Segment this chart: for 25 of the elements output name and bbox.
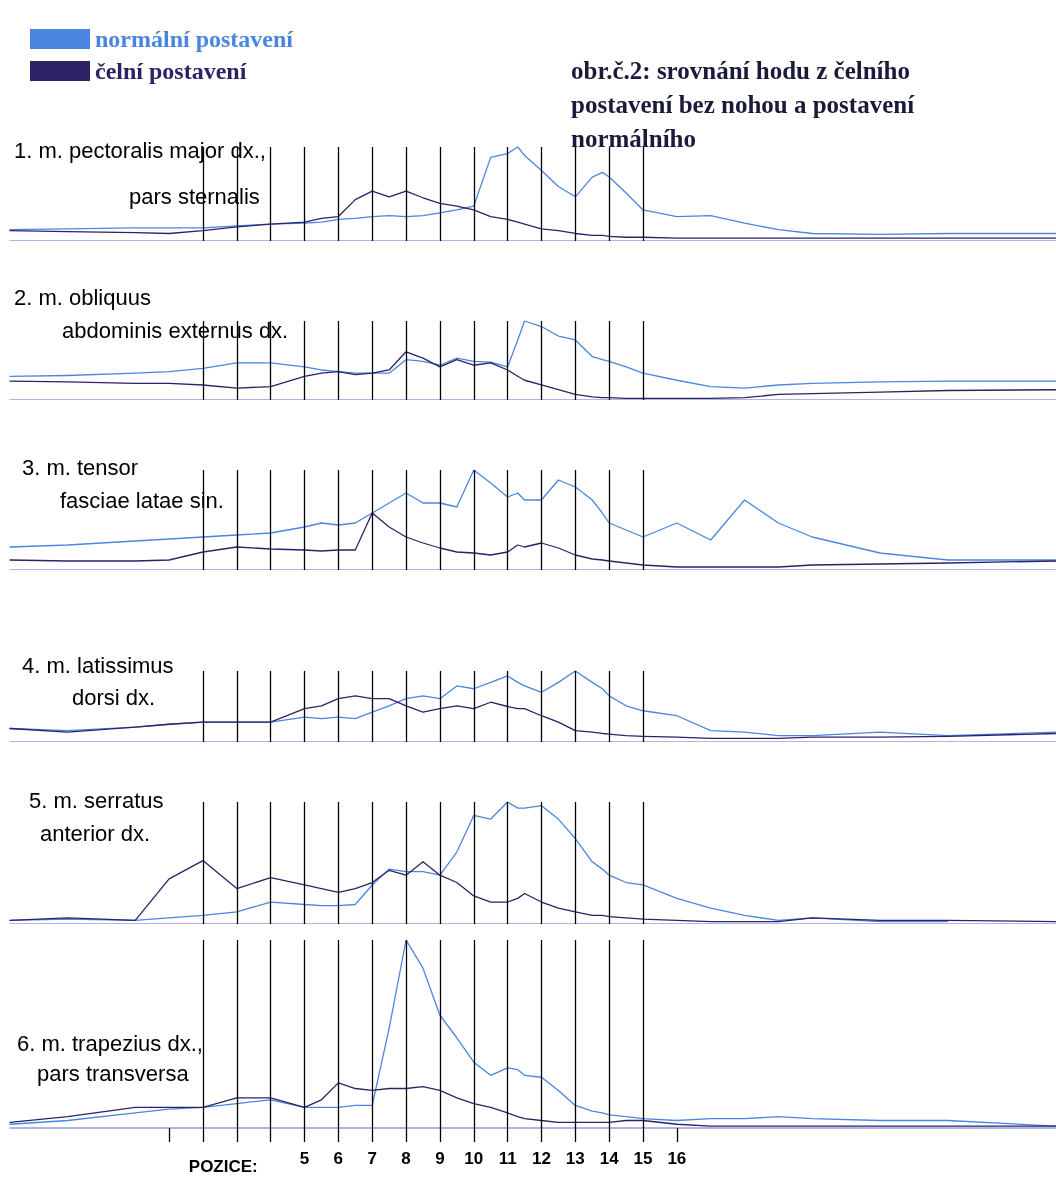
x-axis-title: POZICE:: [188, 1157, 258, 1176]
annotation: 1. m. pectoralis major dx.,: [14, 137, 266, 163]
annotation: pars transversa: [37, 1060, 190, 1086]
x-tick-label: 16: [667, 1149, 687, 1168]
annotation: 6. m. trapezius dx.,: [17, 1030, 203, 1056]
x-tick-label: 7: [367, 1149, 377, 1168]
x-tick-label: 10: [464, 1149, 484, 1168]
x-tick-label: 14: [599, 1149, 620, 1168]
x-tick-label: 13: [565, 1149, 585, 1168]
chart-title: obr.č.2: srovnání hodu z čelního postavení bez nohou a postavení normálního: [571, 56, 921, 152]
annotation: anterior dx.: [40, 820, 151, 846]
x-tick-label: 12: [532, 1149, 551, 1168]
x-tick-label: 5: [299, 1149, 310, 1168]
x-tick-label: 8: [401, 1149, 411, 1168]
annotation: dorsi dx.: [72, 684, 156, 710]
x-tick-label: 11: [498, 1149, 517, 1168]
legend-label: normální postavení: [95, 26, 294, 52]
annotation: 5. m. serratus: [29, 787, 164, 813]
legend-label: čelní postavení: [95, 58, 247, 84]
x-tick-label: 9: [435, 1149, 445, 1168]
annotation: 3. m. tensor: [22, 454, 139, 480]
text: 2. m. obliquus: [14, 284, 151, 310]
x-tick-label: 15: [633, 1149, 653, 1168]
annotation: 4. m. latissimus: [22, 652, 174, 678]
x-tick-label: 6: [333, 1149, 344, 1168]
